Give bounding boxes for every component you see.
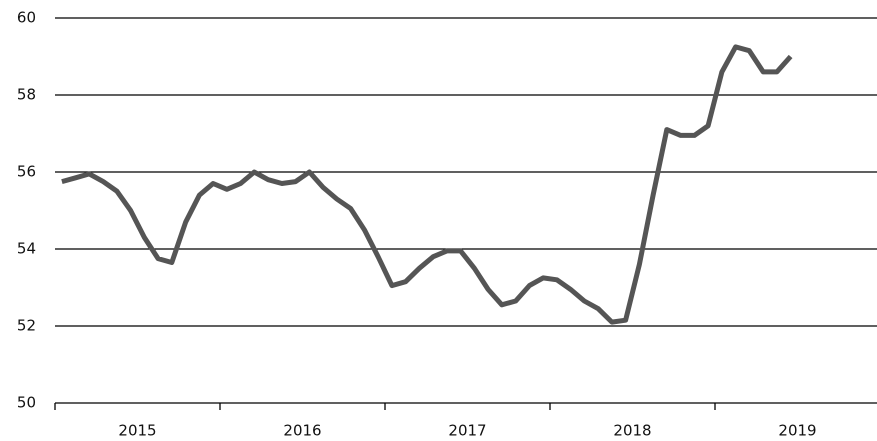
x-tick-label: 2017 [448, 422, 486, 440]
line [61, 44, 793, 325]
x-tick-label: 2015 [118, 422, 156, 440]
y-tick-label: 54 [17, 240, 36, 258]
y-tick-label: 60 [17, 9, 36, 27]
y-tick-label: 52 [17, 317, 36, 335]
x-tick-label: 2019 [778, 422, 816, 440]
y-tick-label: 56 [17, 163, 36, 181]
y-tick-label: 50 [17, 394, 36, 412]
x-tick-label: 2016 [283, 422, 321, 440]
y-tick-label: 58 [17, 86, 36, 104]
x-tick-label: 2018 [613, 422, 651, 440]
